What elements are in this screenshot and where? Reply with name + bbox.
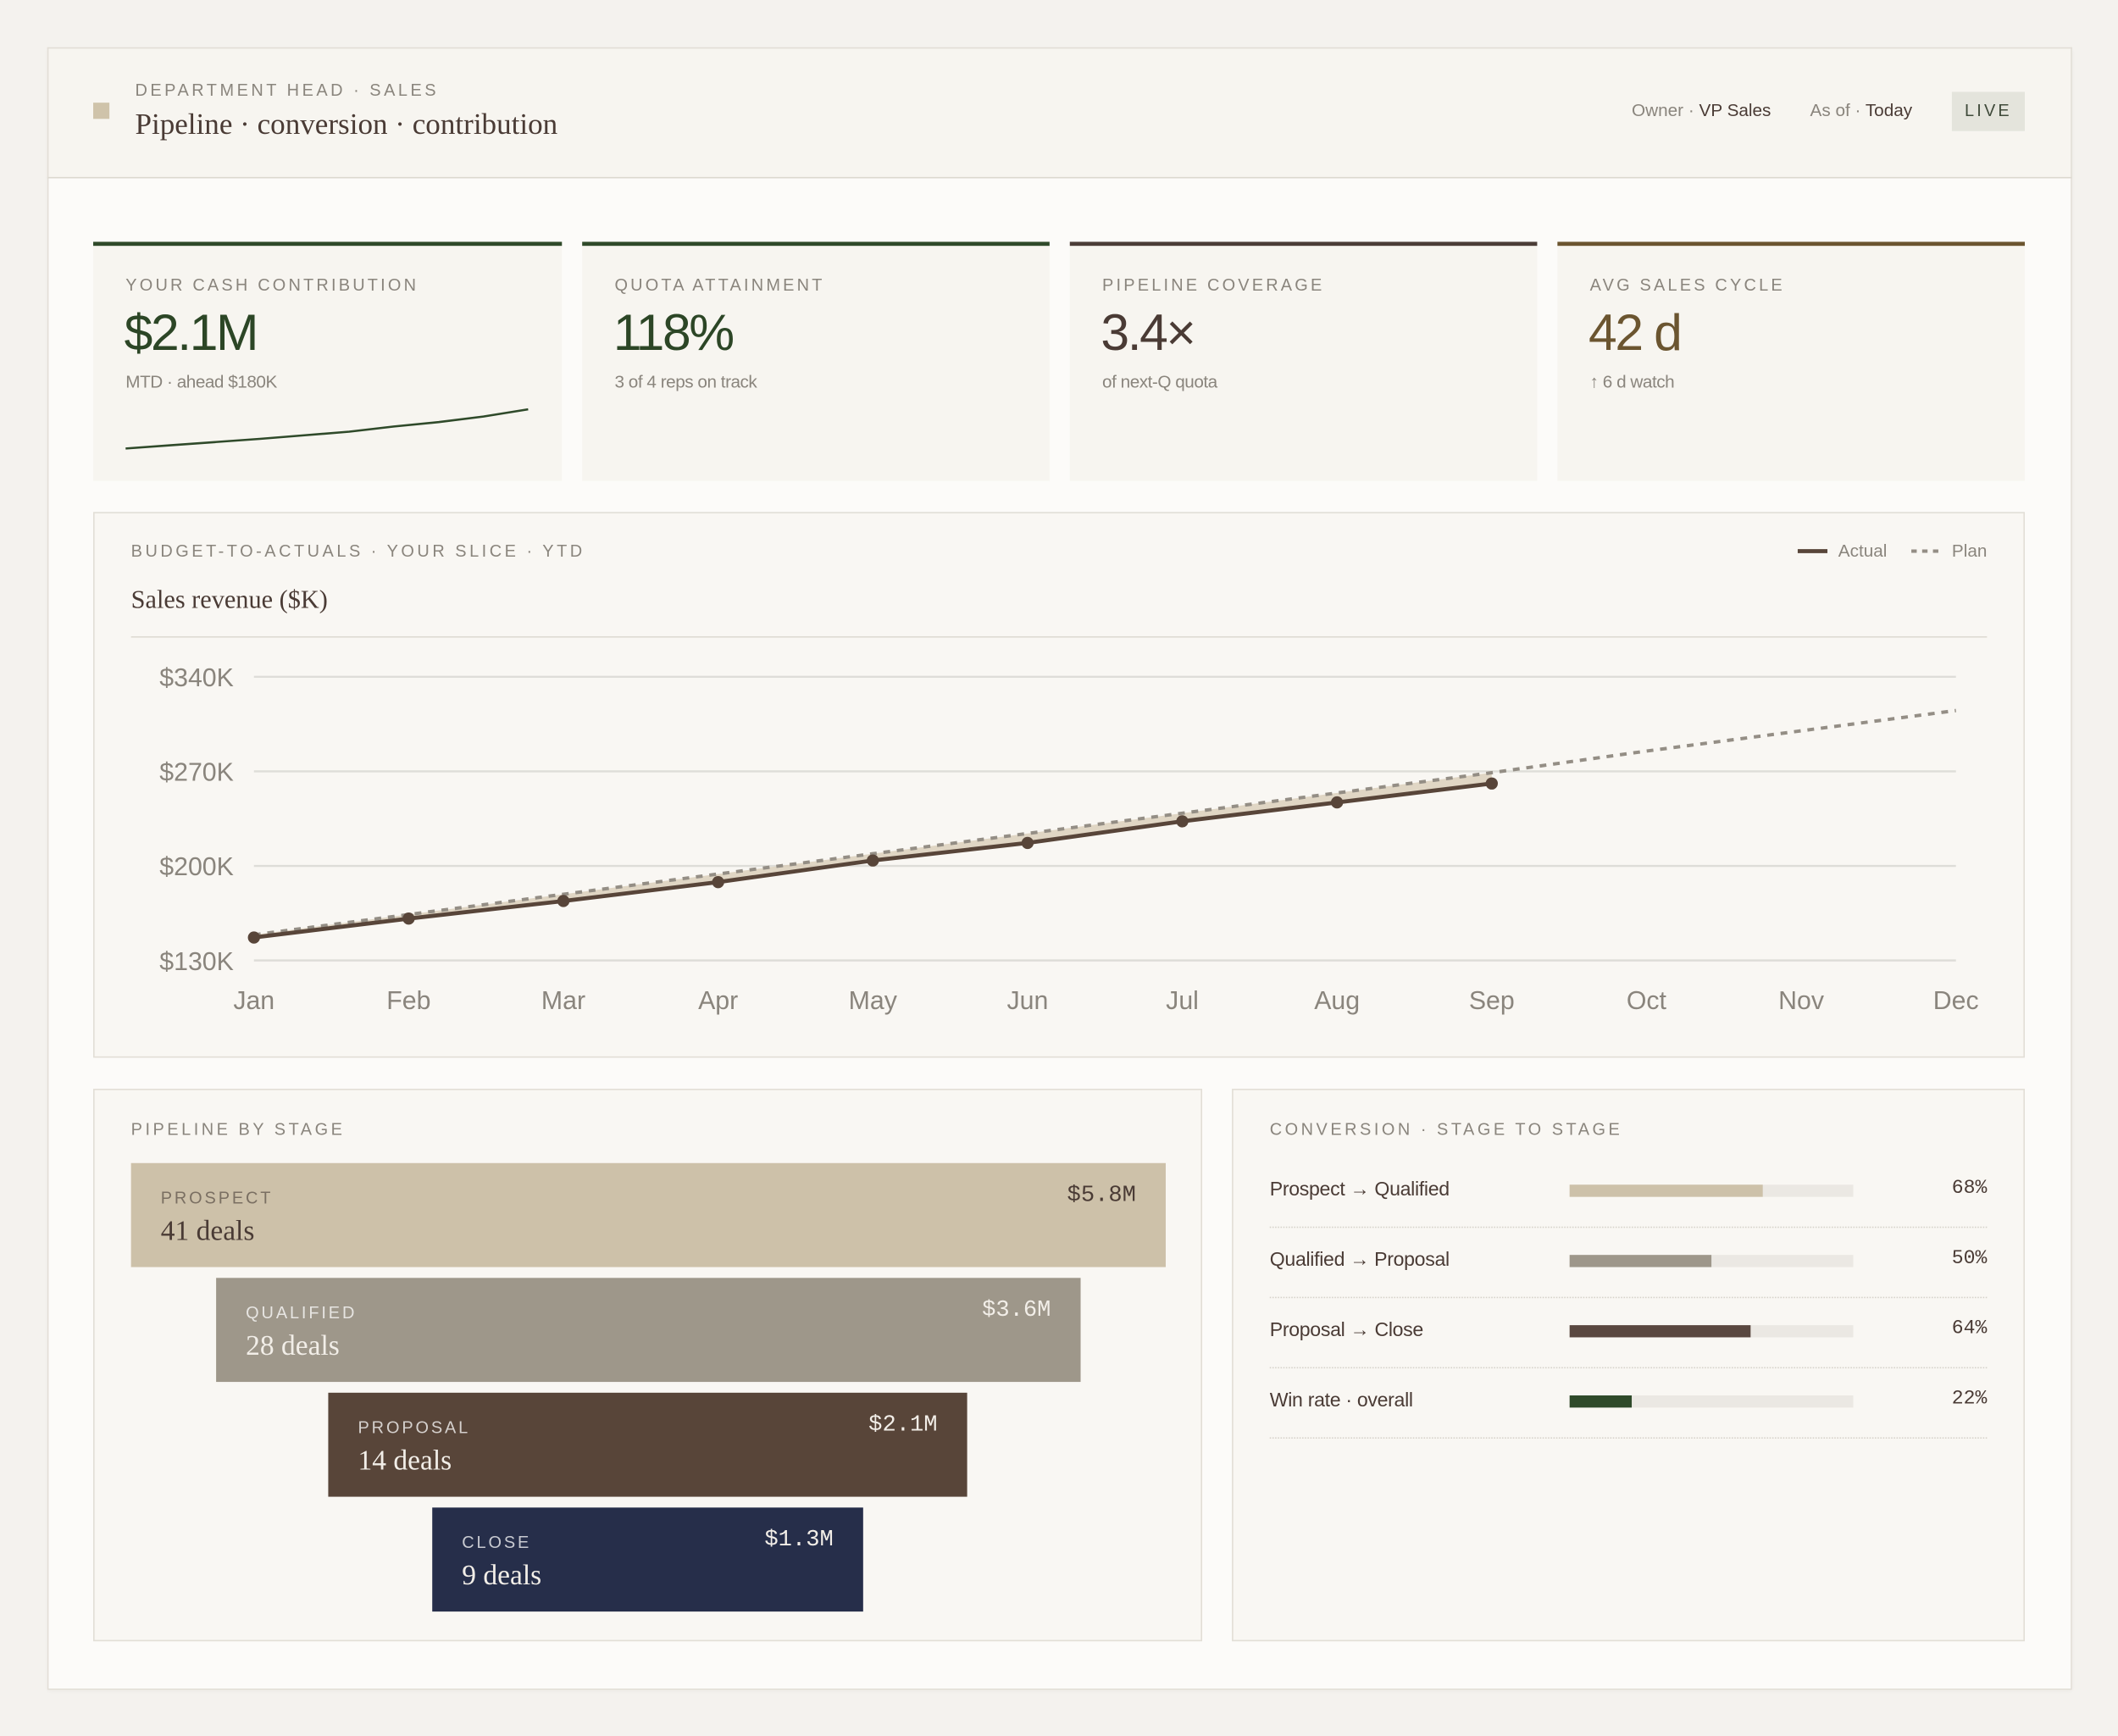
value-label: 68% (1951, 1178, 1988, 1200)
kpi-card: PIPELINE COVERAGE 3.4× of next-Q quota (1069, 241, 1538, 481)
x-tick-label: Aug (1314, 987, 1360, 1015)
x-tick-label: Mar (541, 987, 585, 1015)
line-panel (93, 512, 2026, 1058)
row-label: Qualified → Proposal (1269, 1249, 1450, 1272)
funnel-stage: PROSPECT 41 deals $5.8M (130, 1162, 1166, 1267)
y-tick-label: $130K (159, 948, 234, 976)
sparkline (125, 408, 529, 450)
y-tick-label: $200K (159, 853, 234, 881)
point (867, 854, 879, 867)
point (1485, 777, 1498, 790)
separator (130, 635, 1988, 638)
kpi-label: AVG SALES CYCLE (1589, 275, 1785, 295)
row-label: Proposal → Close (1269, 1319, 1424, 1342)
x-tick-label: Nov (1778, 987, 1825, 1015)
header (47, 47, 2072, 179)
point (247, 931, 260, 944)
live-badge: LIVE (1951, 92, 2026, 131)
row-label: Win rate · overall (1269, 1389, 1413, 1412)
kpi-sub: MTD · ahead $180K (125, 371, 277, 392)
conversion-row: Qualified → Proposal 50% (1269, 1227, 1988, 1299)
x-tick-label: Jul (1166, 987, 1199, 1015)
point (557, 895, 570, 907)
stage-deals: 9 deals (462, 1558, 542, 1592)
stage-value: $1.3M (764, 1528, 834, 1554)
kpi-sub: of next-Q quota (1102, 371, 1217, 392)
kpi-sub: 3 of 4 reps on track (614, 371, 757, 392)
stage-name: QUALIFIED (246, 1303, 358, 1323)
bar (1569, 1255, 1712, 1267)
value-label: 22% (1951, 1389, 1988, 1411)
point (712, 875, 724, 889)
funnel-stage: QUALIFIED 28 deals $3.6M (216, 1278, 1081, 1383)
header-icon (93, 103, 110, 119)
stage-value: $3.6M (982, 1298, 1051, 1324)
stage-value: $5.8M (1067, 1183, 1136, 1209)
value-label: 50% (1951, 1248, 1988, 1270)
point (1330, 796, 1344, 809)
point (1021, 836, 1034, 850)
bar (1569, 1325, 1751, 1338)
y-tick-label: $340K (159, 664, 234, 692)
funnel-title: PIPELINE BY STAGE (130, 1119, 346, 1140)
kpi-sub: ↑ 6 d watch (1589, 371, 1675, 392)
as-of: As of · Today (1810, 100, 1912, 120)
line-subtitle: Sales revenue ($K) (130, 585, 328, 615)
funnel-stage: CLOSE 9 deals $1.3M (432, 1507, 863, 1612)
funnel-stage: PROPOSAL 14 deals $2.1M (328, 1392, 968, 1497)
as-of-label: As of · (1810, 99, 1861, 120)
bar-track (1569, 1395, 1854, 1408)
line-title: BUDGET-TO-ACTUALS · YOUR SLICE · YTD (130, 541, 585, 561)
as-of-value: Today (1865, 99, 1913, 120)
conversion-title: CONVERSION · STAGE TO STAGE (1269, 1119, 1623, 1140)
kpi-card: QUOTA ATTAINMENT 118% 3 of 4 reps on track (582, 241, 1050, 481)
point (1176, 815, 1189, 828)
y-tick-label: $270K (159, 759, 234, 787)
kpi-card: AVG SALES CYCLE 42 d ↑ 6 d watch (1557, 241, 2026, 481)
kpi-value: $2.1M (124, 305, 259, 363)
x-tick-label: Jun (1006, 987, 1048, 1015)
kpi-value: 118% (613, 305, 735, 363)
x-tick-label: Feb (386, 987, 430, 1015)
stage-name: PROSPECT (160, 1189, 274, 1208)
kpi-value: 3.4× (1101, 305, 1195, 363)
conversion-row: Proposal → Close 64% (1269, 1297, 1988, 1369)
line-plan (253, 708, 1956, 937)
owner-value: VP Sales (1699, 99, 1771, 120)
kpi-value: 42 d (1588, 305, 1683, 363)
x-tick-label: Dec (1933, 987, 1979, 1015)
conversion-row: Prospect → Qualified 68% (1269, 1156, 1988, 1229)
conversion-panel (1232, 1089, 2026, 1642)
legend-label: Plan (1952, 541, 1987, 561)
header-eyebrow: DEPARTMENT HEAD · SALES (135, 80, 440, 100)
owner-label: Owner · (1632, 99, 1694, 120)
row-label: Prospect → Qualified (1269, 1179, 1450, 1201)
point (402, 912, 415, 925)
kpi-label: PIPELINE COVERAGE (1102, 275, 1325, 295)
x-tick-label: Apr (698, 987, 738, 1015)
stage-deals: 28 deals (246, 1328, 340, 1362)
kpi-label: QUOTA ATTAINMENT (614, 275, 825, 295)
stage-deals: 41 deals (160, 1214, 255, 1247)
owner: Owner · VP Sales (1632, 100, 1771, 120)
x-tick-label: Jan (233, 987, 274, 1015)
bar (1569, 1395, 1633, 1408)
kpi-card: YOUR CASH CONTRIBUTION $2.1M MTD · ahead $… (93, 241, 563, 481)
value-label: 64% (1951, 1318, 1988, 1340)
x-tick-label: Sep (1469, 987, 1515, 1015)
stage-name: CLOSE (462, 1533, 532, 1552)
x-tick-label: May (849, 987, 898, 1015)
bar (1569, 1184, 1763, 1197)
header-title: Pipeline · conversion · contribution (135, 106, 558, 141)
x-tick-label: Oct (1627, 987, 1667, 1015)
kpi-label: YOUR CASH CONTRIBUTION (125, 275, 419, 295)
conversion-row: Win rate · overall 22% (1269, 1367, 1988, 1439)
stage-name: PROPOSAL (358, 1418, 471, 1438)
legend-label: Actual (1838, 541, 1888, 561)
stage-deals: 14 deals (358, 1444, 452, 1477)
stage-value: $2.1M (868, 1412, 938, 1439)
